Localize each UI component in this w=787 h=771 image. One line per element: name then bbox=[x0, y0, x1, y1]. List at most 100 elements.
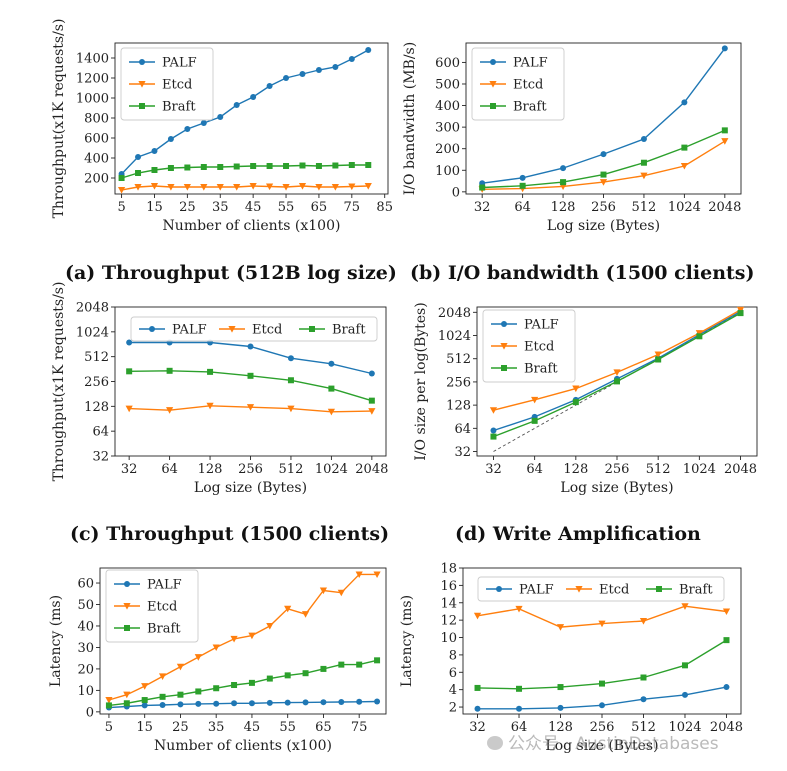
legend-entry-braft: Braft bbox=[646, 583, 713, 598]
data-point bbox=[105, 702, 112, 709]
y-tick-label: 600 bbox=[435, 56, 460, 71]
data-point bbox=[490, 433, 497, 440]
data-point bbox=[328, 360, 335, 367]
data-point bbox=[696, 333, 703, 340]
data-point bbox=[287, 355, 294, 362]
plot-frame bbox=[114, 42, 389, 195]
y-tick-label: 64 bbox=[92, 425, 109, 440]
data-point bbox=[557, 684, 564, 691]
data-point bbox=[159, 693, 166, 700]
data-point bbox=[166, 367, 173, 374]
data-point bbox=[355, 571, 363, 579]
x-tick-label: 32 bbox=[469, 720, 486, 735]
chart-d: 32 64 128 256 512 1024 2048 32 64 128 256 512 1024 20… bbox=[413, 302, 758, 496]
x-axis-label: Number of clients (x100) bbox=[154, 738, 332, 754]
x-tick-label: 2048 bbox=[355, 462, 388, 477]
legend-label: PALF bbox=[524, 318, 559, 333]
data-point bbox=[231, 682, 238, 689]
x-tick-label: 128 bbox=[551, 200, 576, 215]
series-etcd bbox=[489, 306, 745, 414]
legend-label: Braft bbox=[147, 622, 181, 637]
legend-entry-palf: PALF bbox=[139, 323, 207, 338]
x-tick-label: 25 bbox=[179, 200, 196, 215]
data-point bbox=[474, 684, 481, 691]
data-point bbox=[599, 179, 608, 186]
legend-label: PALF bbox=[519, 583, 554, 598]
data-point bbox=[368, 370, 375, 377]
y-tick-label: 20 bbox=[77, 662, 94, 677]
series-line bbox=[108, 659, 378, 707]
data-point bbox=[680, 162, 688, 170]
y-tick-label: 18 bbox=[440, 562, 457, 577]
caption-a: (a) Throughput (512B log size) bbox=[65, 262, 397, 284]
y-tick-label: 6 bbox=[449, 666, 457, 681]
data-point bbox=[298, 183, 307, 190]
data-point bbox=[332, 64, 339, 70]
x-tick-label: 75 bbox=[344, 200, 361, 215]
series-palf bbox=[118, 47, 372, 177]
data-point bbox=[183, 184, 191, 191]
x-tick-label: 45 bbox=[244, 720, 261, 735]
watermark-text: 公众号 · AustinDatabases bbox=[508, 734, 719, 754]
y-tick-label: 300 bbox=[435, 121, 460, 136]
data-point bbox=[515, 605, 523, 613]
x-tick-label: 45 bbox=[245, 200, 262, 215]
legend-marker bbox=[490, 59, 496, 65]
x-axis-label: Log size (Bytes) bbox=[194, 480, 307, 496]
data-point bbox=[319, 587, 328, 595]
data-point bbox=[489, 407, 498, 414]
legend: PALF Etcd Braft bbox=[477, 576, 725, 602]
data-point bbox=[302, 670, 309, 677]
y-tick-label: 400 bbox=[84, 152, 109, 167]
x-tick-label: 256 bbox=[605, 462, 630, 477]
legend-marker bbox=[149, 326, 155, 332]
data-point bbox=[315, 163, 322, 169]
data-point bbox=[531, 396, 539, 404]
legend-entry-palf: PALF bbox=[491, 318, 559, 333]
series-line bbox=[108, 700, 378, 709]
data-point bbox=[231, 700, 238, 707]
x-tick-label: 512 bbox=[632, 200, 657, 215]
data-point bbox=[374, 657, 381, 664]
x-tick-label: 128 bbox=[548, 720, 573, 735]
data-point bbox=[681, 99, 688, 106]
y-tick-label: 600 bbox=[84, 132, 109, 147]
data-point bbox=[557, 704, 564, 711]
x-tick-label: 512 bbox=[631, 720, 656, 735]
data-point bbox=[159, 701, 166, 708]
x-tick-label: 65 bbox=[311, 200, 328, 215]
data-point bbox=[723, 684, 730, 691]
data-point bbox=[247, 343, 254, 350]
legend-entry-etcd: Etcd bbox=[219, 323, 282, 338]
y-tick-label: 8 bbox=[449, 648, 457, 663]
legend-label: Etcd bbox=[162, 78, 192, 93]
series-etcd bbox=[478, 138, 729, 193]
data-point bbox=[158, 673, 167, 681]
data-point bbox=[233, 184, 241, 191]
legend-box bbox=[120, 47, 214, 121]
data-point bbox=[474, 705, 481, 712]
data-point bbox=[373, 571, 381, 579]
data-point bbox=[473, 612, 482, 620]
x-tick-label: 75 bbox=[351, 720, 368, 735]
legend-marker bbox=[309, 326, 315, 332]
y-tick-label: 32 bbox=[92, 450, 109, 465]
data-point bbox=[166, 407, 174, 414]
data-point bbox=[614, 378, 620, 385]
legend: PALF Etcd Braft bbox=[105, 569, 199, 643]
legend-label: PALF bbox=[162, 56, 197, 71]
legend-entry-etcd: Etcd bbox=[480, 78, 543, 93]
data-point bbox=[315, 184, 323, 191]
caption-c: (c) Throughput (1500 clients) bbox=[70, 523, 390, 545]
y-tick-label: 1400 bbox=[76, 52, 109, 67]
data-point bbox=[560, 165, 567, 172]
data-point bbox=[250, 163, 257, 169]
data-point bbox=[105, 697, 113, 704]
data-point bbox=[184, 164, 191, 171]
legend: PALF Etcd Braft bbox=[482, 309, 576, 383]
data-point bbox=[681, 662, 688, 669]
data-point bbox=[167, 136, 174, 142]
data-point bbox=[200, 164, 207, 170]
y-tick-label: 4 bbox=[449, 683, 457, 698]
